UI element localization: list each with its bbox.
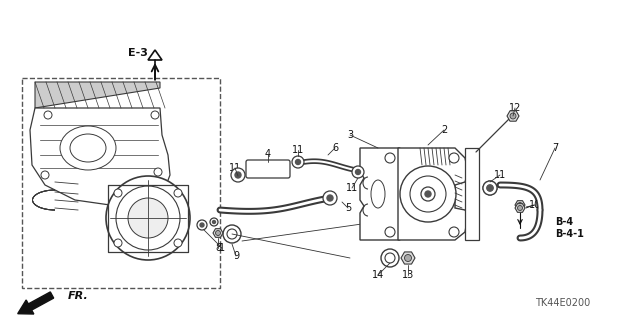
Text: B-4-1: B-4-1 <box>555 229 584 239</box>
Polygon shape <box>398 148 468 240</box>
Text: TK44E0200: TK44E0200 <box>535 298 590 308</box>
Circle shape <box>106 176 190 260</box>
Circle shape <box>223 225 241 243</box>
Circle shape <box>400 166 456 222</box>
Circle shape <box>210 218 218 226</box>
Circle shape <box>200 223 204 227</box>
Ellipse shape <box>70 134 106 162</box>
Circle shape <box>174 189 182 197</box>
Polygon shape <box>507 111 519 121</box>
Text: 11: 11 <box>346 183 358 193</box>
Circle shape <box>385 227 395 237</box>
Text: FR.: FR. <box>68 291 89 301</box>
Circle shape <box>292 156 304 168</box>
Text: 11: 11 <box>292 145 304 155</box>
Polygon shape <box>515 201 525 209</box>
Polygon shape <box>401 252 415 264</box>
Circle shape <box>410 176 446 212</box>
Circle shape <box>483 181 497 195</box>
Text: 1: 1 <box>219 243 225 253</box>
Circle shape <box>216 231 221 235</box>
Text: 7: 7 <box>552 143 558 153</box>
Circle shape <box>197 220 207 230</box>
Circle shape <box>355 169 360 174</box>
Text: 2: 2 <box>441 125 447 135</box>
Text: 9: 9 <box>233 251 239 261</box>
Polygon shape <box>360 148 400 240</box>
Text: E-3: E-3 <box>128 48 148 58</box>
Text: 3: 3 <box>347 130 353 140</box>
Text: 8: 8 <box>215 243 221 253</box>
Circle shape <box>385 253 395 263</box>
Polygon shape <box>213 229 223 237</box>
Circle shape <box>510 113 516 119</box>
Circle shape <box>116 186 180 250</box>
Polygon shape <box>515 204 525 212</box>
Polygon shape <box>35 82 160 108</box>
Text: B-4: B-4 <box>555 217 573 227</box>
Circle shape <box>483 181 497 195</box>
Circle shape <box>296 160 301 165</box>
Circle shape <box>235 172 241 178</box>
Ellipse shape <box>60 126 116 170</box>
Circle shape <box>327 195 333 201</box>
Polygon shape <box>30 108 170 205</box>
Circle shape <box>425 191 431 197</box>
Circle shape <box>518 205 522 211</box>
Circle shape <box>114 189 122 197</box>
FancyArrow shape <box>18 292 54 314</box>
Text: 13: 13 <box>402 270 414 280</box>
Circle shape <box>449 227 459 237</box>
Circle shape <box>154 168 162 176</box>
Text: 6: 6 <box>332 143 338 153</box>
Text: 4: 4 <box>265 149 271 159</box>
Bar <box>22 78 220 288</box>
Circle shape <box>487 185 493 191</box>
Circle shape <box>381 249 399 267</box>
Text: 11: 11 <box>494 170 506 180</box>
Circle shape <box>41 171 49 179</box>
Text: 5: 5 <box>345 203 351 213</box>
Circle shape <box>449 153 459 163</box>
Circle shape <box>128 198 168 238</box>
Text: 14: 14 <box>372 270 384 280</box>
Circle shape <box>231 168 245 182</box>
Circle shape <box>174 239 182 247</box>
Circle shape <box>404 255 412 262</box>
Circle shape <box>352 166 364 178</box>
Circle shape <box>385 153 395 163</box>
Text: 10: 10 <box>529 200 541 210</box>
Circle shape <box>151 111 159 119</box>
Circle shape <box>212 220 216 224</box>
Ellipse shape <box>371 180 385 208</box>
Circle shape <box>227 229 237 239</box>
Circle shape <box>114 239 122 247</box>
Circle shape <box>518 203 522 207</box>
Bar <box>465 148 479 240</box>
Circle shape <box>323 191 337 205</box>
Circle shape <box>487 185 493 191</box>
Text: 12: 12 <box>509 103 521 113</box>
Text: 11: 11 <box>229 163 241 173</box>
Circle shape <box>44 111 52 119</box>
FancyBboxPatch shape <box>246 160 290 178</box>
Circle shape <box>421 187 435 201</box>
